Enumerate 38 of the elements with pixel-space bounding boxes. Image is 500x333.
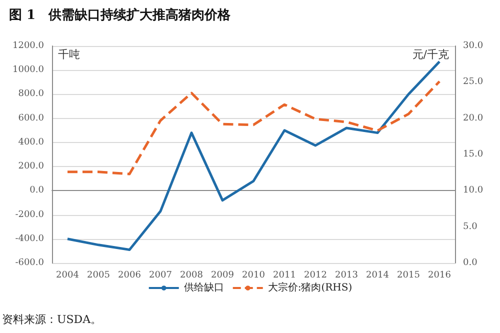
x-tick-label: 2008	[180, 270, 204, 280]
legend-label: 供给缺口	[184, 282, 224, 294]
chart-title: 图 1 供需缺口持续扩大推高猪肉价格	[9, 7, 232, 23]
x-tick-label: 2013	[335, 270, 358, 280]
y-tick-label: 600.0	[18, 113, 44, 124]
y-tick-label: 0.0	[30, 186, 44, 196]
line-series	[66, 80, 441, 176]
y-tick-label: 1000.0	[12, 65, 44, 76]
y2-tick-label: 30.0	[463, 41, 484, 51]
text: 资料来源：USDA。	[2, 313, 102, 326]
y2-axis-title: 元/千克	[412, 48, 449, 61]
y2-tick-label: 10.0	[463, 186, 484, 196]
x-tick-label: 2012	[304, 270, 327, 280]
y2-tick-label: 25.0	[463, 77, 484, 88]
y2-tick-label: 5.0	[463, 222, 478, 232]
y2-tick-label: 20.0	[463, 113, 484, 124]
y2-tick-label: 0.0	[463, 258, 478, 268]
x-tick-label: 2006	[118, 270, 142, 280]
x-tick-label: 2005	[87, 270, 110, 280]
x-tick-label: 2010	[242, 270, 266, 280]
y-tick-label: -400.0	[15, 234, 44, 244]
y-tick-label: 200.0	[18, 162, 44, 172]
y-tick-label: 400.0	[18, 137, 44, 148]
x-tick-label: 2015	[397, 270, 420, 280]
line-series	[66, 60, 441, 251]
x-tick-label: 2016	[428, 270, 452, 280]
x-tick-label: 2014	[366, 270, 390, 280]
x-tick-label: 2004	[56, 270, 80, 280]
x-tick-label: 2011	[273, 270, 296, 280]
y-tick-label: -200.0	[15, 210, 44, 220]
y-axis-title: 千吨	[58, 48, 80, 61]
x-tick-label: 2007	[149, 270, 172, 280]
x-tick-label: 2009	[211, 270, 234, 280]
legend-label: 大宗价:猪肉(RHS)	[268, 282, 352, 294]
y-tick-label: -600.0	[15, 258, 44, 268]
y2-tick-label: 15.0	[463, 150, 484, 160]
y-tick-label: 1200.0	[12, 41, 44, 51]
y-tick-label: 800.0	[18, 89, 44, 100]
